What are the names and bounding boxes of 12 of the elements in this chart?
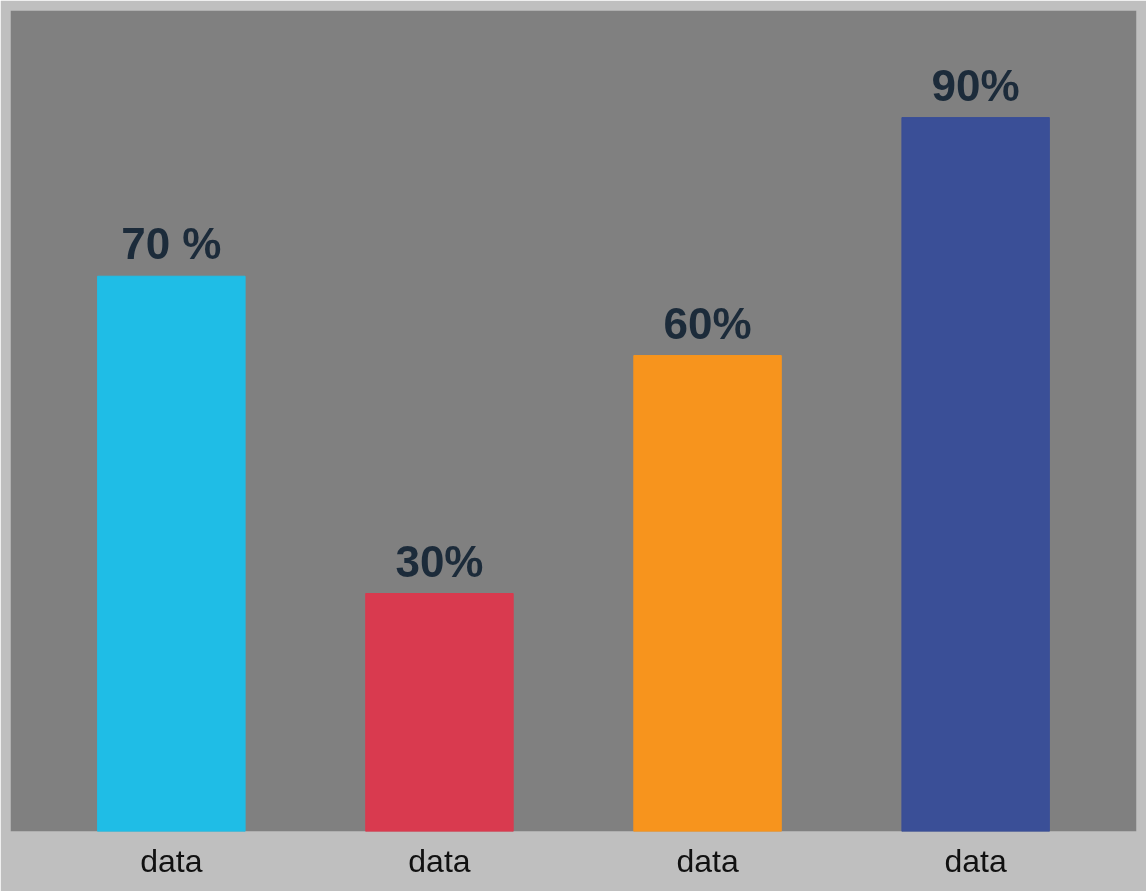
data-label: 30% — [395, 536, 484, 586]
bar — [365, 593, 514, 832]
bar — [97, 275, 246, 832]
data-label: 90% — [931, 60, 1020, 110]
x-tick-label: data — [408, 842, 471, 879]
data-label: 70 % — [121, 219, 222, 269]
x-tick-label: data — [676, 842, 739, 879]
bar — [633, 355, 782, 832]
x-tick-label: data — [140, 842, 203, 879]
data-label: 60% — [663, 298, 752, 348]
x-tick-label: data — [944, 842, 1007, 879]
bar — [901, 117, 1050, 832]
